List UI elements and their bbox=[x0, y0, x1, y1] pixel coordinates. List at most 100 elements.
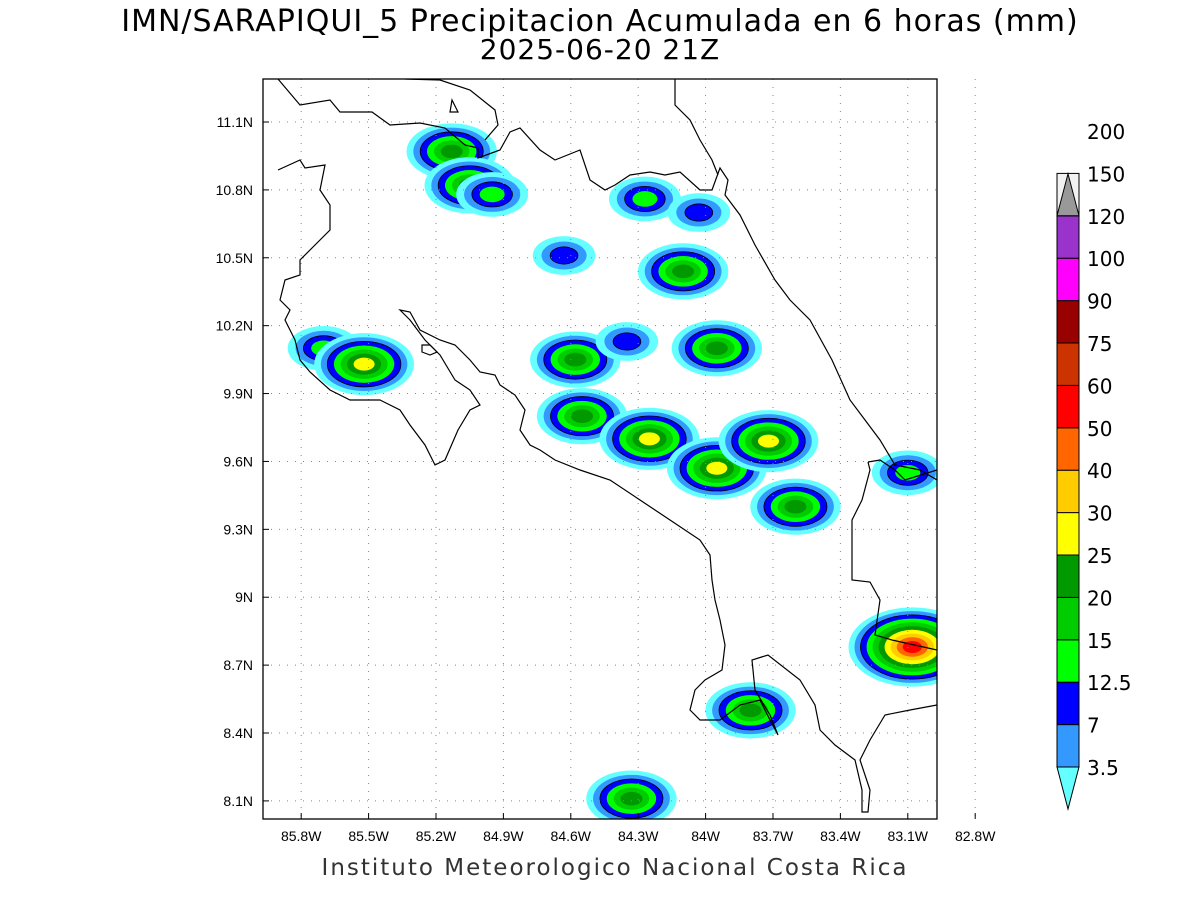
colorbar-swatch bbox=[1056, 639, 1080, 683]
precip-cell bbox=[595, 322, 659, 361]
map-title: IMN/SARAPIQUI_5 Precipitacion Acumulada … bbox=[121, 4, 1079, 39]
colorbar-label: 50 bbox=[1087, 417, 1112, 441]
precip-cell bbox=[750, 478, 841, 535]
panama-border bbox=[851, 461, 937, 651]
precip-contour-level bbox=[706, 461, 728, 475]
x-tick-label: 85.2W bbox=[416, 828, 457, 844]
precip-cell bbox=[871, 450, 937, 496]
precip-layer bbox=[287, 123, 1055, 819]
colorbar-lower-arrow bbox=[1056, 766, 1080, 811]
colorbar-swatch bbox=[1056, 512, 1080, 556]
precip-contour-level bbox=[684, 203, 714, 222]
coastline-caribbean-north bbox=[674, 79, 719, 176]
colorbar-label: 40 bbox=[1087, 459, 1112, 483]
colorbar-swatch bbox=[1056, 257, 1080, 302]
precip-contour-level bbox=[564, 352, 587, 367]
colorbar-label: 20 bbox=[1087, 586, 1112, 610]
precip-contour-level bbox=[959, 637, 1036, 685]
precip-contour-level bbox=[952, 632, 1042, 688]
precip-cell bbox=[637, 243, 729, 300]
x-tick-label: 85.5W bbox=[348, 828, 389, 844]
grid-layer bbox=[263, 79, 976, 819]
precip-contour-level bbox=[1021, 681, 1042, 694]
y-tick-label: 9N bbox=[235, 589, 253, 605]
colorbar-label: 60 bbox=[1087, 374, 1112, 398]
precip-contour-level bbox=[987, 654, 1009, 668]
precip-contour-level bbox=[739, 703, 762, 718]
precip-cell bbox=[718, 410, 819, 473]
colorbar-swatch bbox=[1056, 300, 1080, 344]
precip-cell bbox=[456, 172, 529, 217]
x-tick-label: 83.4W bbox=[820, 828, 861, 844]
colorbar-label: 120 bbox=[1087, 205, 1125, 229]
precip-contour-level bbox=[966, 641, 1029, 680]
colorbar-label: 150 bbox=[1087, 162, 1125, 186]
colorbar-swatch bbox=[1056, 554, 1080, 598]
y-tick-label: 9.3N bbox=[223, 521, 253, 537]
lake-island bbox=[449, 98, 459, 113]
precip-cell bbox=[671, 320, 763, 377]
colorbar-label: 90 bbox=[1087, 290, 1112, 314]
precip-contour-level bbox=[1008, 673, 1055, 702]
y-tick-label: 9.6N bbox=[223, 453, 253, 469]
colorbar: 3.5 7 12.5 15 20 25 30 40 50 60 75 90 100 120 150 200 bbox=[1056, 120, 1132, 811]
y-tick-label: 8.7N bbox=[223, 657, 253, 673]
precip-contour-level bbox=[784, 499, 807, 514]
colorbar-swatch bbox=[1056, 469, 1080, 514]
precip-cell bbox=[848, 607, 937, 687]
x-tick-label: 83.7W bbox=[753, 828, 794, 844]
lake-shore bbox=[404, 79, 499, 141]
x-tick-label: 83.1W bbox=[888, 828, 929, 844]
precip-contour-level bbox=[758, 434, 779, 448]
precip-contour-level bbox=[672, 264, 695, 279]
x-tick-label: 84.3W bbox=[618, 828, 659, 844]
y-tick-label: 10.8N bbox=[216, 182, 253, 198]
x-tick-label: 84.6W bbox=[551, 828, 592, 844]
colorbar-label: 200 bbox=[1087, 120, 1125, 144]
precip-contour-level bbox=[440, 144, 463, 159]
colorbar-label: 30 bbox=[1087, 502, 1112, 526]
precip-contour-level bbox=[549, 246, 579, 265]
precip-contour-level bbox=[638, 432, 660, 446]
precip-contour-level bbox=[705, 341, 728, 356]
precip-contour-level bbox=[973, 645, 1022, 676]
x-tick-label: 82.8W bbox=[955, 828, 996, 844]
x-tick-label: 85.8W bbox=[281, 828, 322, 844]
y-tick-label: 9.9N bbox=[223, 386, 253, 402]
colorbar-label: 3.5 bbox=[1087, 756, 1119, 780]
precip-cell bbox=[608, 176, 681, 222]
colorbar-swatch bbox=[1056, 342, 1080, 386]
colorbar-swatch bbox=[1056, 681, 1080, 726]
colorbar-label: 100 bbox=[1087, 247, 1125, 271]
colorbar-swatch bbox=[1056, 724, 1080, 768]
colorbar-label: 12.5 bbox=[1087, 671, 1132, 695]
y-tick-label: 8.1N bbox=[223, 793, 253, 809]
coastline-nicoya bbox=[277, 159, 937, 813]
y-axis-ticks: 11.1N 10.8N 10.5N 10.2N 9.9N 9.6N 9.3N 9N 8.7N 8.… bbox=[216, 114, 269, 809]
colorbar-swatch bbox=[1056, 596, 1080, 641]
island bbox=[421, 344, 439, 356]
y-tick-label: 8.4N bbox=[223, 725, 253, 741]
x-tick-label: 84.9W bbox=[483, 828, 524, 844]
colorbar-label: 7 bbox=[1087, 714, 1100, 738]
x-axis-ticks: 85.8W 85.5W 85.2W 84.9W 84.6W 84.3W 84W 83.7W 83… bbox=[281, 813, 996, 844]
coastline-caribbean-south bbox=[867, 459, 937, 481]
x-tick-label: 84W bbox=[691, 828, 721, 844]
colorbar-swatch bbox=[1056, 384, 1080, 429]
plot-frame bbox=[262, 78, 938, 820]
colorbar-swatch bbox=[1056, 427, 1080, 471]
precip-contour-level bbox=[980, 649, 1016, 671]
precip-contour-level bbox=[571, 409, 594, 423]
precip-cell bbox=[314, 333, 414, 396]
y-tick-label: 10.5N bbox=[216, 250, 253, 266]
y-tick-label: 11.1N bbox=[217, 114, 253, 130]
colorbar-label: 25 bbox=[1087, 544, 1112, 568]
precip-contour-level bbox=[632, 191, 658, 207]
colorbar-label: 75 bbox=[1087, 332, 1112, 356]
precip-cell bbox=[667, 193, 731, 232]
coastline-north bbox=[277, 79, 937, 481]
precip-cell bbox=[705, 682, 796, 739]
footer-credit: Instituto Meteorologico Nacional Costa R… bbox=[321, 855, 909, 881]
colorbar-swatch bbox=[1056, 215, 1080, 259]
